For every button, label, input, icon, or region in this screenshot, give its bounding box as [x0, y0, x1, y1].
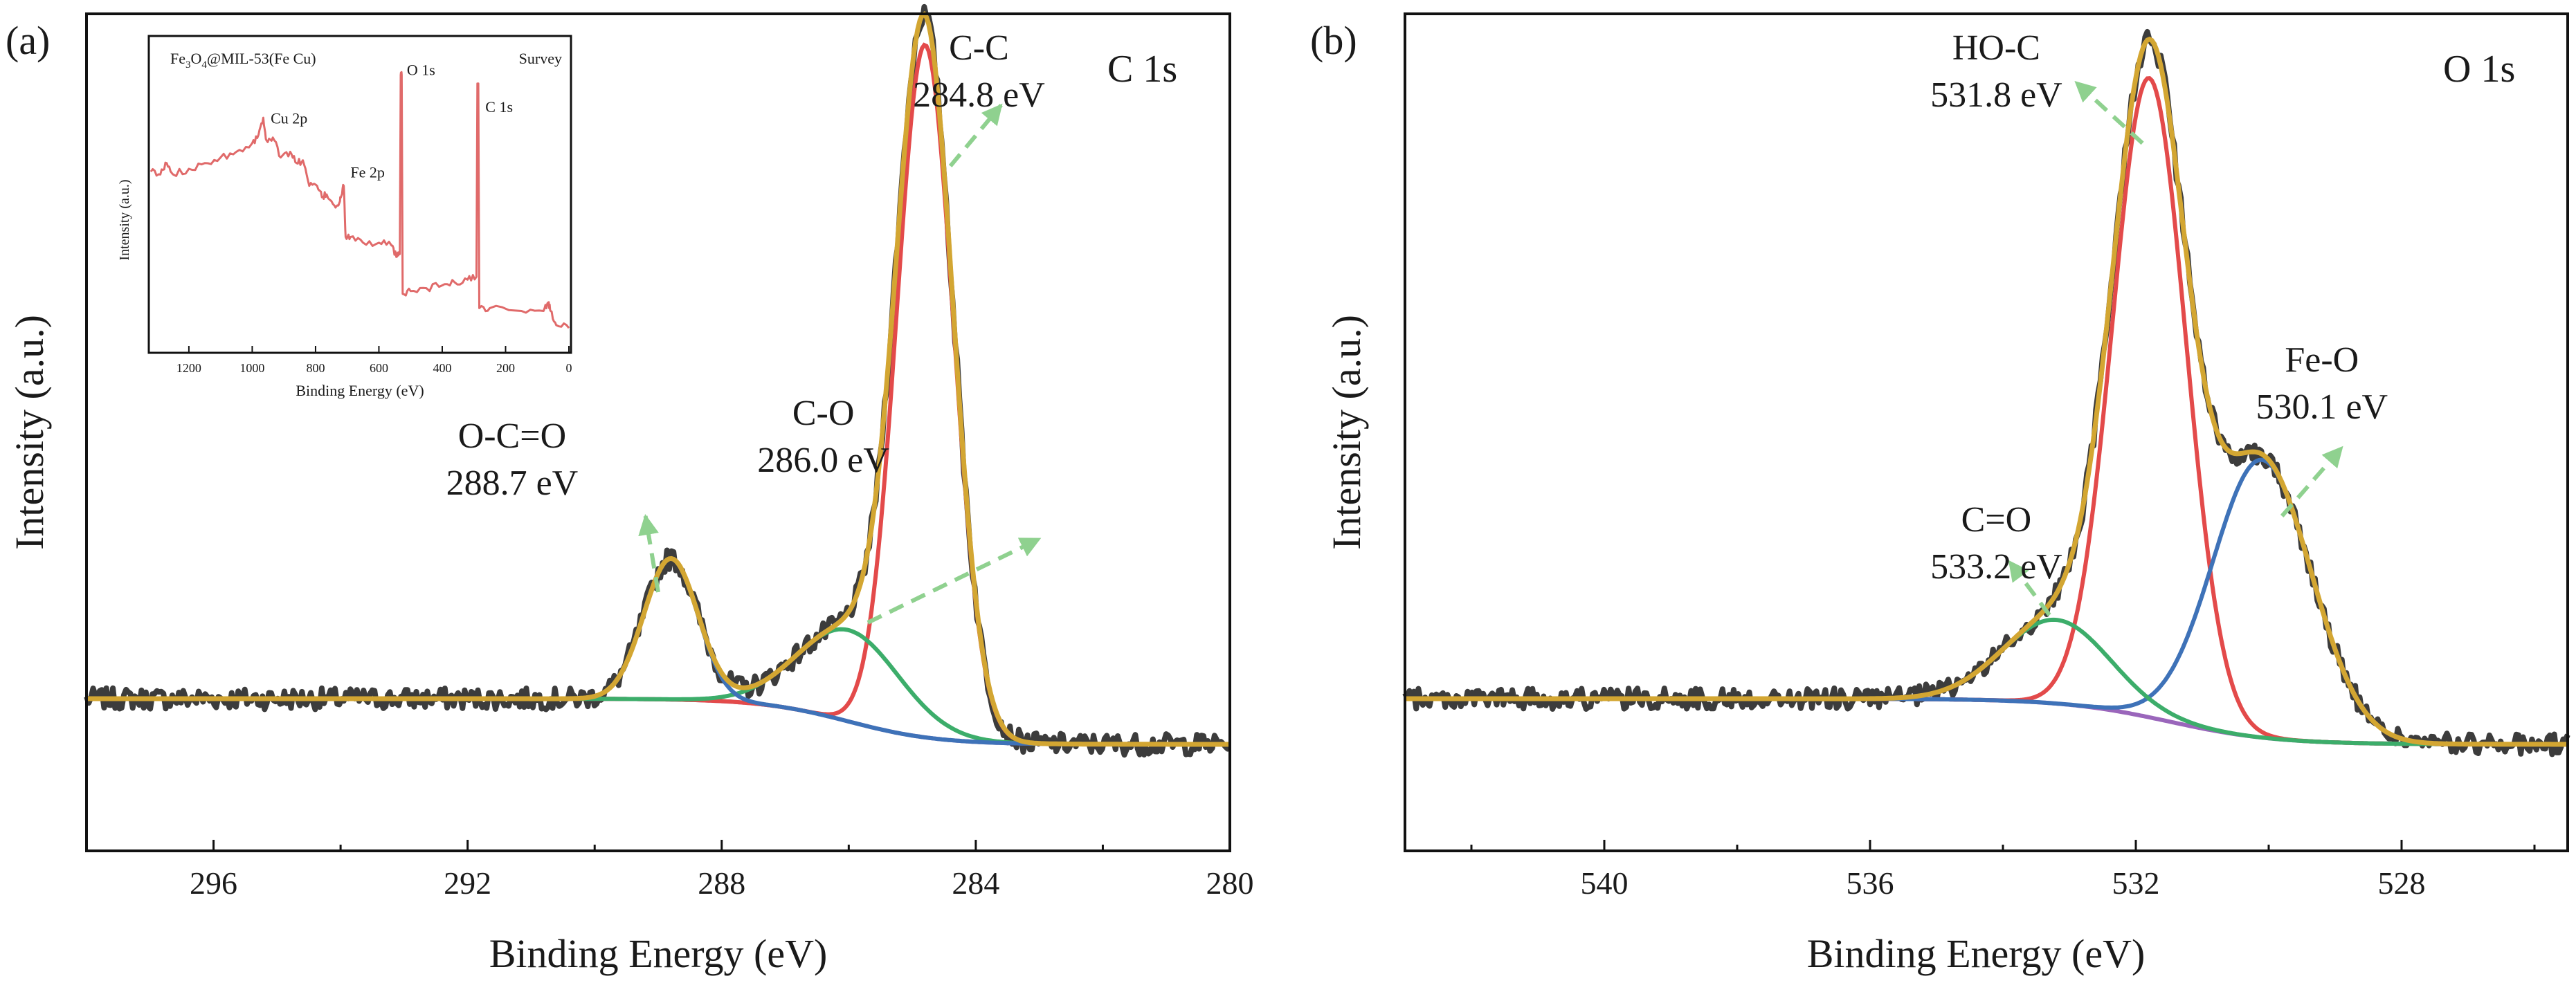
inset-peak-label: Cu 2p	[271, 109, 307, 127]
axes-frame	[1404, 12, 2569, 852]
peak-energy-label: 533.2 eV	[1930, 547, 2062, 587]
inset-x-label: Binding Energy (eV)	[296, 382, 424, 399]
inset-frame	[147, 35, 572, 354]
envelope-fit-line	[87, 11, 1230, 747]
x-tick-label: 540	[1581, 865, 1629, 901]
peak-fit-c-o	[1405, 617, 2568, 746]
x-tick-label: 296	[190, 865, 237, 901]
x-tick-label: 288	[698, 865, 745, 901]
panel-label: (a)	[6, 18, 50, 63]
x-tick-label: 532	[2112, 865, 2160, 901]
inset-peak-label: O 1s	[407, 61, 435, 78]
inset-x-ticks: 1200 1000 800 600 400 200 0	[176, 346, 572, 375]
peak-fit-c-o	[87, 627, 1230, 746]
annotation-arrow	[2074, 80, 2144, 145]
peak-name-label: C=O	[1961, 500, 2032, 540]
chart-title: O 1s	[2443, 48, 2515, 91]
survey-inset: Fe3O4@MIL-53(Fe Cu) Survey Intensity (a.…	[117, 35, 572, 399]
x-tick-label: 284	[952, 865, 999, 901]
inset-peak-labels: Cu 2p Fe 2p O 1s C 1s	[271, 61, 513, 181]
annotation-arrow	[638, 514, 660, 593]
x-axis-label: Binding Energy (eV)	[489, 931, 828, 976]
x-tick-label: 280	[1206, 865, 1254, 901]
plot-area	[1402, 28, 2570, 757]
inset-sample-label: Fe3O4@MIL-53(Fe Cu)	[170, 50, 316, 71]
plot-area	[84, 3, 1232, 758]
inset-x-tick-label: 200	[496, 361, 515, 375]
panel-a-c1s: (a) C 1s Intensity (a.u.) Binding Energy…	[6, 3, 1254, 976]
peak-name-label: C-O	[792, 394, 855, 433]
peak-energy-label: 530.1 eV	[2256, 387, 2388, 427]
inset-y-label: Intensity (a.u.)	[117, 179, 132, 260]
panel-label: (b)	[1310, 18, 1357, 63]
inset-x-tick-label: 0	[566, 361, 572, 375]
inset-plot-area	[149, 71, 570, 329]
raw-data-line	[1402, 28, 2570, 757]
inset-x-tick-label: 1000	[239, 361, 264, 375]
x-tick-label: 528	[2378, 865, 2426, 901]
chart-title: C 1s	[1107, 48, 1177, 91]
inset-x-tick-label: 800	[306, 361, 325, 375]
peak-name-label: O-C=O	[458, 416, 566, 456]
panel-b-o1s: (b) O 1s Intensity (a.u.) Binding Energy…	[1310, 12, 2570, 976]
peak-name-label: Fe-O	[2285, 340, 2359, 380]
inset-x-tick-label: 1200	[176, 361, 201, 375]
x-ticks: 296 292 288 284 280	[85, 840, 1254, 901]
peak-energy-label: 286.0 eV	[757, 441, 889, 480]
y-axis-label: Intensity (a.u.)	[1324, 315, 1369, 550]
x-axis-label: Binding Energy (eV)	[1807, 931, 2146, 976]
peak-name-label: HO-C	[1952, 28, 2040, 68]
peak-fit-ho-c	[1405, 75, 2568, 746]
inset-x-tick-label: 600	[370, 361, 388, 375]
envelope-fit-line	[1405, 36, 2568, 747]
peak-annotations: HO-C 531.8 eV Fe-O 530.1 eV C=O 533.2 eV	[1930, 28, 2388, 616]
survey-spectrum-line	[149, 71, 570, 329]
annotation-arrow	[2280, 445, 2343, 517]
inset-peak-label: C 1s	[485, 98, 513, 116]
x-tick-label: 536	[1847, 865, 1894, 901]
peak-energy-label: 284.8 eV	[913, 75, 1045, 115]
axes-frame	[85, 12, 1231, 852]
x-tick-label: 292	[444, 865, 491, 901]
y-axis-label: Intensity (a.u.)	[7, 315, 52, 550]
inset-peak-label: Fe 2p	[350, 163, 384, 181]
inset-title: Survey	[519, 50, 562, 67]
inset-x-tick-label: 400	[433, 361, 451, 375]
annotation-arrow	[867, 537, 1042, 625]
peak-name-label: C-C	[949, 28, 1009, 68]
peak-annotations: C-C 284.8 eV C-O 286.0 eV O-C=O 288.7 eV	[446, 28, 1045, 625]
x-ticks: 540 536 532 528	[1470, 840, 2536, 901]
annotation-arrow	[948, 103, 1003, 167]
annotation-arrow	[2008, 560, 2051, 616]
peak-energy-label: 531.8 eV	[1930, 75, 2062, 115]
peak-energy-label: 288.7 eV	[446, 463, 579, 503]
